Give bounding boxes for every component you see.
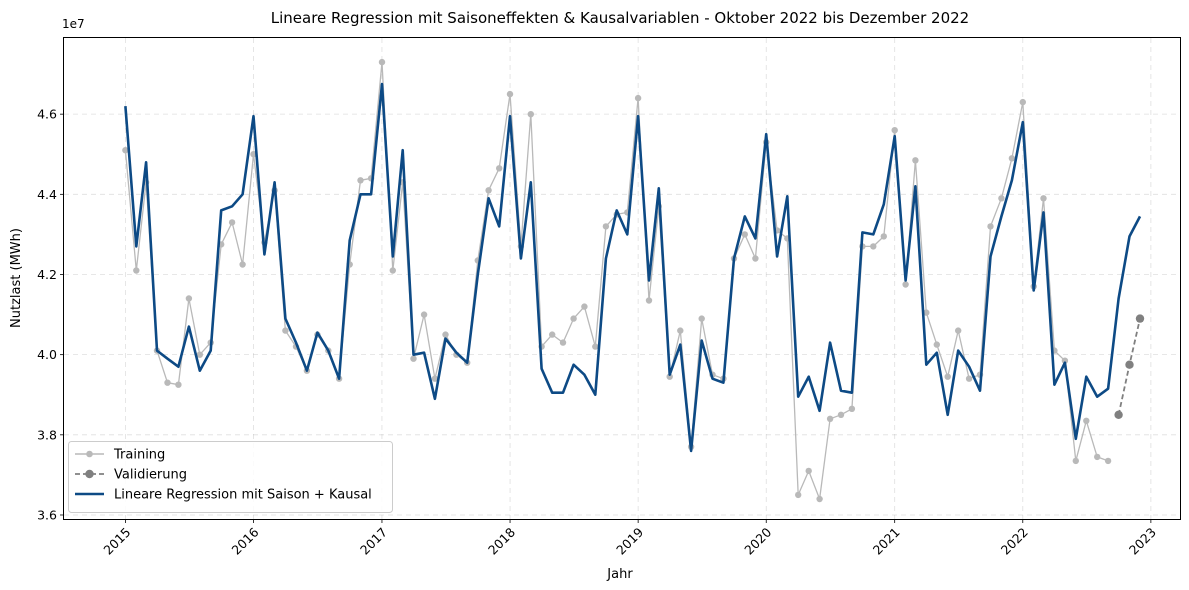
data-point-training (1104, 457, 1112, 465)
data-point-training (559, 339, 567, 346)
data-point-training (795, 491, 802, 499)
y-tick-label: 3.8 (37, 427, 57, 442)
data-point-training (1083, 417, 1090, 424)
data-point-training (870, 243, 877, 250)
data-point-training (880, 233, 887, 240)
data-point-training (549, 331, 556, 338)
data-point-training (902, 281, 909, 288)
data-point-training (570, 315, 577, 322)
data-point-training (527, 111, 534, 118)
data-point-training (410, 355, 417, 362)
data-point-training (677, 327, 684, 334)
data-point-training (1040, 195, 1047, 202)
data-point-validation (1125, 360, 1134, 369)
data-point-training (998, 195, 1005, 202)
legend: Training Validierung Lineare Regression … (68, 441, 393, 513)
data-point-training (196, 351, 203, 358)
data-point-training (420, 311, 428, 318)
data-point-training (634, 94, 642, 102)
data-point-training (1072, 457, 1080, 465)
y-tick-label: 4.2 (37, 267, 57, 282)
data-point-training (666, 373, 673, 380)
data-point-training (848, 405, 856, 412)
plot-area (122, 58, 1145, 503)
data-point-training (826, 415, 834, 422)
data-point-training (955, 327, 962, 334)
data-point-training (389, 267, 396, 274)
data-point-training (933, 341, 940, 348)
data-point-training (752, 255, 759, 262)
data-point-training (1061, 357, 1069, 364)
data-point-training (378, 58, 386, 66)
legend-label-training: Training (113, 448, 165, 463)
data-point-training (581, 303, 588, 310)
data-point-training (164, 379, 171, 386)
data-point-training (891, 127, 898, 134)
data-point-training (1094, 453, 1101, 461)
data-point-training (185, 295, 193, 302)
y-offset-label: 1e7 (62, 17, 85, 31)
y-axis-label: Nutzlast (MWh) (9, 228, 24, 328)
data-point-training (816, 495, 823, 503)
data-point-training (496, 165, 503, 172)
data-point-training (698, 315, 705, 322)
data-point-training (592, 343, 599, 350)
data-point-training (175, 381, 182, 388)
data-point-training (1008, 155, 1016, 162)
data-point-training (122, 147, 129, 154)
data-point-training (805, 467, 812, 475)
data-point-training (944, 373, 951, 380)
data-point-training (133, 267, 140, 274)
data-point-training (987, 223, 994, 230)
series-layer (122, 58, 1145, 503)
data-point-training (442, 331, 449, 338)
chart-title: Lineare Regression mit Saisoneffekten & … (271, 9, 969, 27)
data-point-training (965, 375, 973, 382)
data-point-training (602, 223, 610, 230)
data-point-training (239, 261, 246, 268)
data-point-training (485, 187, 492, 194)
y-tick-label: 4.4 (37, 187, 57, 202)
data-point-training (431, 375, 439, 382)
legend-marker-validation (85, 469, 94, 479)
data-point-training (741, 231, 748, 238)
data-point-training (228, 219, 236, 226)
series-line-model (124, 82, 1142, 453)
legend-label-model: Lineare Regression mit Saison + Kausal (114, 488, 372, 503)
plot-frame (63, 37, 1181, 520)
y-tick-label: 3.6 (37, 507, 57, 522)
data-point-training (506, 90, 514, 98)
data-point-training (837, 411, 845, 418)
legend-marker-training (86, 450, 93, 458)
data-point-training (923, 309, 930, 316)
data-point-training (645, 297, 653, 304)
y-tick-label: 4.0 (37, 347, 57, 362)
y-tick-label: 4.6 (37, 107, 57, 122)
data-point-training (357, 177, 364, 184)
legend-label-validation: Validierung (114, 468, 187, 483)
data-point-training (282, 327, 289, 334)
x-axis-label: Jahr (606, 567, 633, 582)
data-point-validation (1135, 314, 1145, 323)
data-point-training (1019, 98, 1026, 106)
legend-box (68, 441, 393, 513)
data-point-training (912, 157, 919, 164)
data-point-validation (1114, 410, 1123, 419)
grid-lines (64, 38, 1180, 519)
